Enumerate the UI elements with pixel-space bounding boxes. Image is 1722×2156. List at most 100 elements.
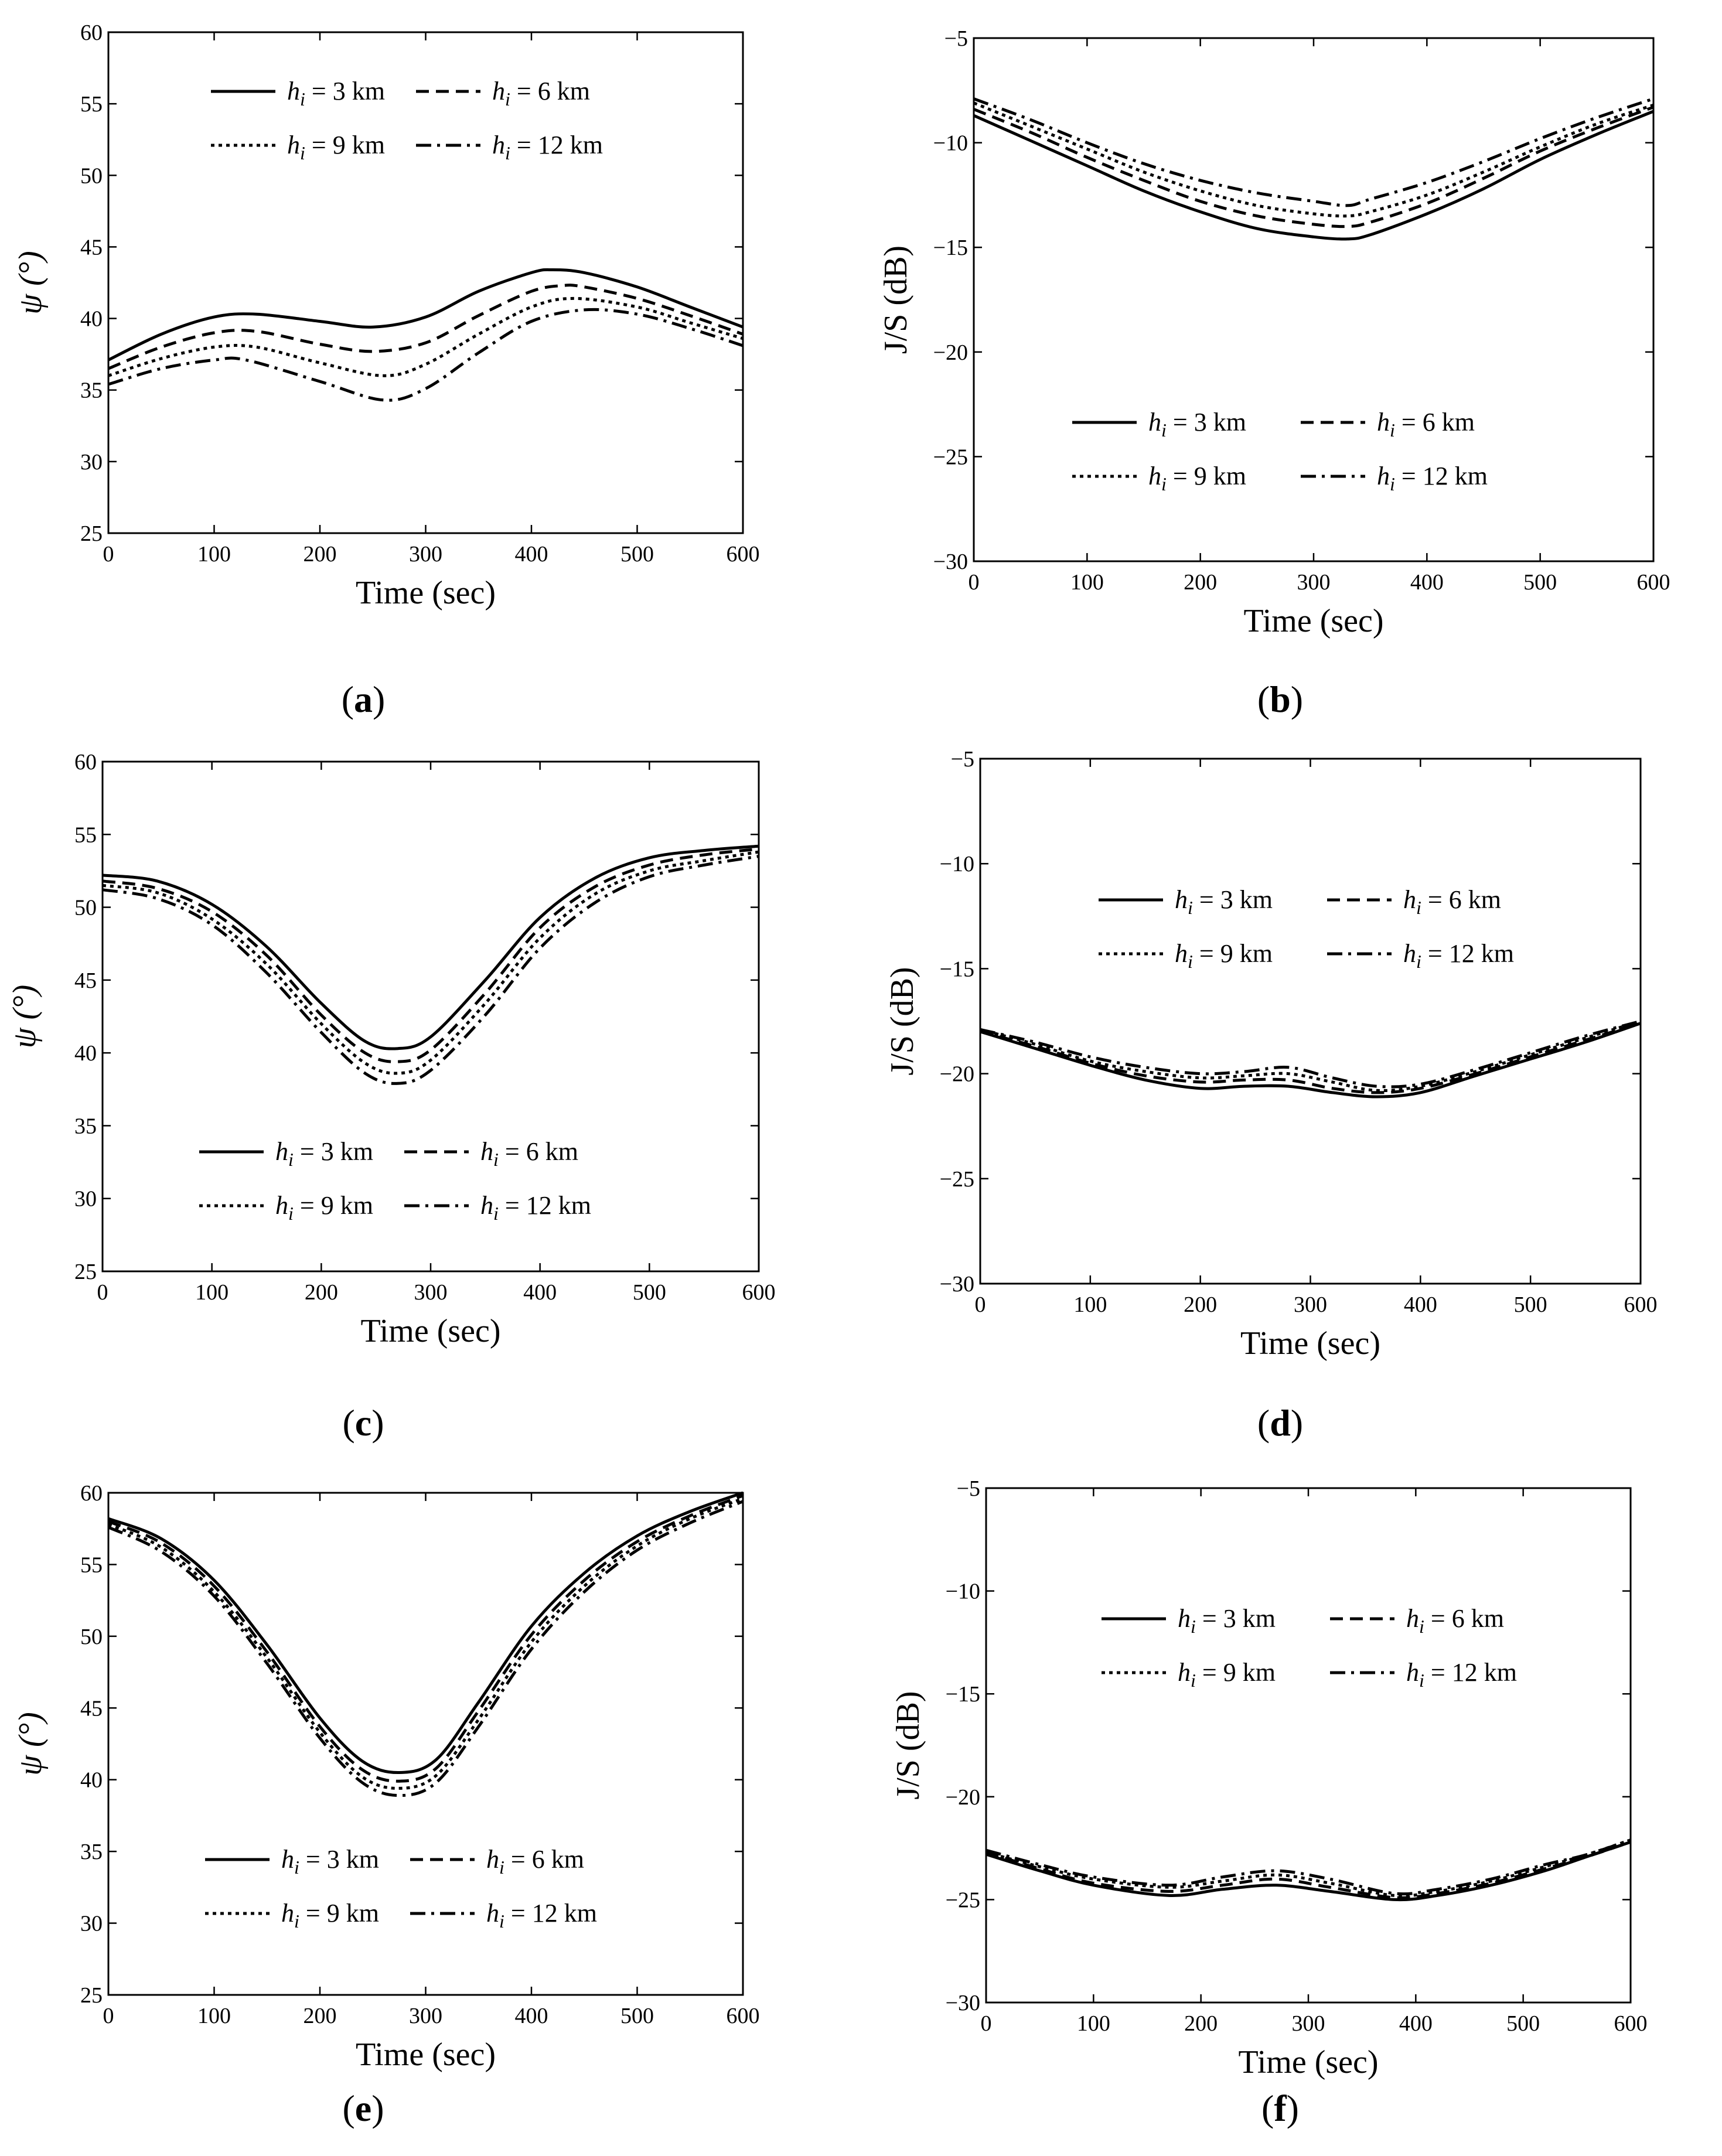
plot-frame xyxy=(107,1492,744,1996)
chart-panel-c: 0 100 200 300 400 500 600 25 30 35 40 45 50 55 60 Time … xyxy=(6,750,776,1444)
series-line-dotted xyxy=(986,1838,1631,1898)
legend-entry: hi = 12 km xyxy=(486,1899,597,1932)
y-axis-label: ψ (°) xyxy=(12,251,49,314)
series-line-dashed xyxy=(102,847,759,1063)
plot-frame xyxy=(973,37,1655,562)
y-tick-label: −25 xyxy=(946,1888,980,1912)
y-tick-label: 30 xyxy=(74,1187,97,1212)
y-tick-label: 55 xyxy=(80,1553,103,1577)
x-tick-label: 200 xyxy=(305,1280,338,1305)
series-line-dashdot xyxy=(986,1838,1631,1896)
x-tick-label: 300 xyxy=(1292,2011,1325,2036)
x-tick-label: 600 xyxy=(727,2004,760,2028)
y-tick-label: 35 xyxy=(74,1114,97,1138)
legend-entry: hi = 6 km xyxy=(1406,1604,1504,1637)
legend: hi = 3 km hi = 6 km hi = 9 km hi = 12 km xyxy=(1072,408,1488,494)
x-tick-label: 200 xyxy=(304,542,337,567)
y-tick-label: −30 xyxy=(933,550,968,574)
legend-entry: hi = 3 km xyxy=(287,77,385,110)
x-tick-label: 500 xyxy=(620,2004,654,2028)
y-tick-label: −10 xyxy=(933,131,968,156)
y-tick-label: −20 xyxy=(946,1785,980,1810)
y-tick-label: 50 xyxy=(80,1625,103,1649)
series-line-solid xyxy=(973,110,1654,241)
legend-entry: hi = 6 km xyxy=(1403,885,1501,918)
x-tick-label: 600 xyxy=(1637,570,1670,595)
y-tick-label: −15 xyxy=(940,957,974,981)
legend-entry: hi = 9 km xyxy=(281,1899,379,1932)
legend-entry: hi = 9 km xyxy=(1178,1658,1276,1691)
y-tick-label: 55 xyxy=(74,823,97,847)
y-axis-label: ψ (°) xyxy=(12,1712,49,1775)
y-tick-label: 25 xyxy=(80,1983,103,2008)
legend: hi = 3 km hi = 6 km hi = 9 km hi = 12 km xyxy=(199,1137,591,1224)
x-tick-label: 600 xyxy=(727,542,760,567)
x-tick-label: 0 xyxy=(969,570,980,595)
y-axis-label: J/S (dB) xyxy=(884,967,920,1075)
series-line-solid xyxy=(107,268,744,361)
legend: hi = 3 km hi = 6 km hi = 9 km hi = 12 km xyxy=(1099,885,1514,972)
x-tick-label: 100 xyxy=(1077,2011,1110,2036)
legend-entry: hi = 12 km xyxy=(492,131,603,163)
x-tick-label: 500 xyxy=(633,1280,666,1305)
x-tick-label: 0 xyxy=(103,2004,114,2028)
panel-label: (e) xyxy=(342,2087,384,2129)
legend-entry: hi = 9 km xyxy=(1175,939,1273,972)
x-tick-label: 200 xyxy=(1184,2011,1218,2036)
x-tick-label: 100 xyxy=(195,1280,229,1305)
series-line-dashdot xyxy=(108,308,744,402)
series-line-dashed xyxy=(986,1840,1631,1899)
y-tick-label: −25 xyxy=(933,445,968,469)
series-line-dashdot xyxy=(107,1500,744,1797)
x-tick-label: 400 xyxy=(1399,2011,1433,2036)
y-tick-label: −20 xyxy=(933,340,968,365)
series-line-solid xyxy=(102,844,759,1050)
chart-panel-b: 0 100 200 300 400 500 600 −30 −25 −20 −15 −10 −5 Time… xyxy=(878,26,1670,720)
y-tick-label: −5 xyxy=(951,747,974,772)
series-line-dotted xyxy=(108,296,744,377)
series-line-dotted xyxy=(980,1019,1641,1093)
y-tick-label: 30 xyxy=(80,450,103,475)
x-tick-label: 500 xyxy=(1523,570,1557,595)
plot-frame xyxy=(985,1487,1632,2004)
x-tick-label: 200 xyxy=(1184,570,1217,595)
x-tick-label: 400 xyxy=(1404,1292,1437,1317)
legend: hi = 3 km hi = 6 km hi = 9 km hi = 12 km xyxy=(205,1845,597,1932)
legend-entry: hi = 6 km xyxy=(486,1845,584,1878)
x-tick-label: 200 xyxy=(1184,1292,1217,1317)
y-tick-label: 40 xyxy=(74,1041,97,1066)
series-line-solid xyxy=(108,1491,744,1775)
y-tick-label: 60 xyxy=(74,750,97,775)
y-tick-label: 40 xyxy=(80,307,103,332)
x-tick-label: 300 xyxy=(1294,1292,1327,1317)
series-line-dashed xyxy=(980,1022,1641,1094)
y-tick-label: 45 xyxy=(80,1696,103,1721)
legend-entry: hi = 3 km xyxy=(1178,1604,1276,1637)
y-axis-label: ψ (°) xyxy=(6,985,43,1048)
plot-frame xyxy=(107,31,744,534)
x-tick-label: 400 xyxy=(515,2004,548,2028)
x-tick-label: 600 xyxy=(1614,2011,1648,2036)
panel-label: (f) xyxy=(1261,2087,1299,2129)
y-tick-label: 50 xyxy=(80,163,103,188)
x-tick-label: 0 xyxy=(103,542,114,567)
series-line-dotted xyxy=(102,850,759,1075)
y-tick-label: −15 xyxy=(933,236,968,260)
panel-label: (d) xyxy=(1257,1402,1303,1444)
x-axis-label: Time (sec) xyxy=(356,2036,496,2073)
series-line-dotted xyxy=(108,1497,744,1790)
legend-entry: hi = 3 km xyxy=(275,1137,373,1170)
y-tick-label: −10 xyxy=(940,852,974,876)
y-tick-label: −30 xyxy=(940,1272,974,1297)
chart-panel-d: 0 100 200 300 400 500 600 −30 −25 −20 −15 −10 −5 Time… xyxy=(884,747,1658,1444)
y-tick-label: 60 xyxy=(80,1481,103,1506)
x-tick-label: 300 xyxy=(409,542,442,567)
x-tick-label: 100 xyxy=(197,2004,231,2028)
y-tick-label: −5 xyxy=(944,26,968,51)
series-line-dashed xyxy=(973,105,1654,228)
series-line-dotted xyxy=(973,101,1654,218)
y-tick-label: 35 xyxy=(80,378,103,403)
panel-label: (a) xyxy=(342,678,386,720)
x-tick-label: 0 xyxy=(981,2011,992,2036)
